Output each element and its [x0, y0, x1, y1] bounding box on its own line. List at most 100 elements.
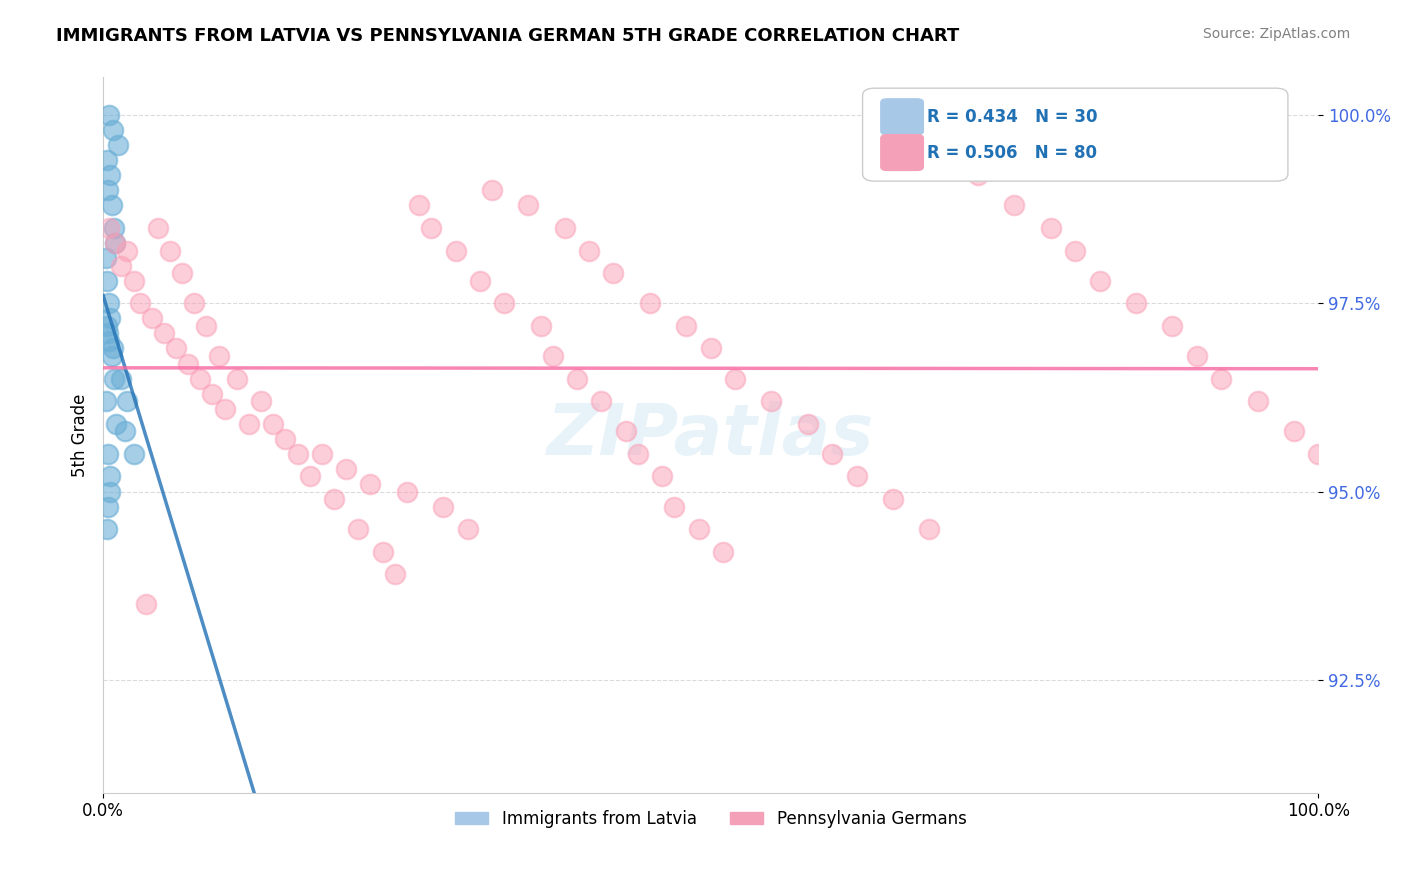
Point [711, 545, 734, 559]
Point [614, 425, 637, 439]
Point [96, 274, 118, 288]
Point [128, 296, 150, 310]
Point [122, 274, 145, 288]
Point [207, 349, 229, 363]
Point [359, 477, 381, 491]
Point [408, 198, 430, 212]
Point [432, 500, 454, 514]
Point [481, 183, 503, 197]
Point [98, 296, 121, 310]
Point [541, 349, 564, 363]
Point [101, 342, 124, 356]
Point [323, 491, 346, 506]
Point [101, 123, 124, 137]
Point [1004, 198, 1026, 212]
Point [797, 417, 820, 431]
Point [117, 244, 139, 258]
Point [371, 545, 394, 559]
Point [183, 296, 205, 310]
Point [262, 417, 284, 431]
Point [457, 522, 479, 536]
Point [114, 425, 136, 439]
FancyBboxPatch shape [863, 88, 1288, 181]
Point [494, 296, 516, 310]
Point [100, 469, 122, 483]
FancyBboxPatch shape [880, 99, 924, 135]
Point [172, 266, 194, 280]
Point [274, 432, 297, 446]
Point [100, 198, 122, 212]
Y-axis label: 5th Grade: 5th Grade [72, 393, 89, 476]
Point [675, 318, 697, 333]
Point [97, 500, 120, 514]
Point [444, 244, 467, 258]
Text: ZIPatlas: ZIPatlas [547, 401, 875, 469]
Point [135, 598, 157, 612]
Point [311, 447, 333, 461]
Point [821, 447, 844, 461]
Point [201, 386, 224, 401]
Point [1039, 221, 1062, 235]
Point [214, 401, 236, 416]
Point [97, 447, 120, 461]
Point [395, 484, 418, 499]
Point [664, 500, 686, 514]
Point [98, 221, 121, 235]
Text: R = 0.506   N = 80: R = 0.506 N = 80 [927, 144, 1097, 161]
Point [845, 469, 868, 483]
Point [1125, 296, 1147, 310]
Point [517, 198, 540, 212]
Point [100, 484, 122, 499]
Point [602, 266, 624, 280]
Point [591, 394, 613, 409]
Point [188, 371, 211, 385]
Point [761, 394, 783, 409]
Point [1185, 349, 1208, 363]
Point [153, 326, 176, 341]
Point [627, 447, 650, 461]
Point [1209, 371, 1232, 385]
Point [97, 183, 120, 197]
Point [100, 311, 122, 326]
Text: IMMIGRANTS FROM LATVIA VS PENNSYLVANIA GERMAN 5TH GRADE CORRELATION CHART: IMMIGRANTS FROM LATVIA VS PENNSYLVANIA G… [56, 27, 959, 45]
Point [384, 567, 406, 582]
Point [335, 462, 357, 476]
Point [146, 221, 169, 235]
Point [165, 342, 187, 356]
Point [225, 371, 247, 385]
Point [96, 153, 118, 168]
Text: Source: ZipAtlas.com: Source: ZipAtlas.com [1202, 27, 1350, 41]
Point [1088, 274, 1111, 288]
Point [98, 108, 121, 122]
Point [1064, 244, 1087, 258]
Point [96, 522, 118, 536]
Point [918, 522, 941, 536]
Point [1161, 318, 1184, 333]
Point [1282, 425, 1305, 439]
Point [298, 469, 321, 483]
Point [967, 169, 990, 183]
Point [565, 371, 588, 385]
FancyBboxPatch shape [880, 135, 924, 170]
Point [942, 145, 965, 160]
Point [699, 342, 721, 356]
Point [107, 138, 129, 153]
Point [159, 244, 181, 258]
Point [141, 311, 163, 326]
Point [96, 318, 118, 333]
Point [882, 491, 904, 506]
Point [287, 447, 309, 461]
Point [110, 371, 132, 385]
Point [98, 334, 121, 348]
Point [651, 469, 673, 483]
Point [195, 318, 218, 333]
Point [529, 318, 551, 333]
Point [468, 274, 491, 288]
Point [554, 221, 576, 235]
Point [347, 522, 370, 536]
Point [238, 417, 260, 431]
Point [1308, 447, 1330, 461]
Point [105, 417, 128, 431]
Point [638, 296, 661, 310]
Point [104, 235, 127, 250]
